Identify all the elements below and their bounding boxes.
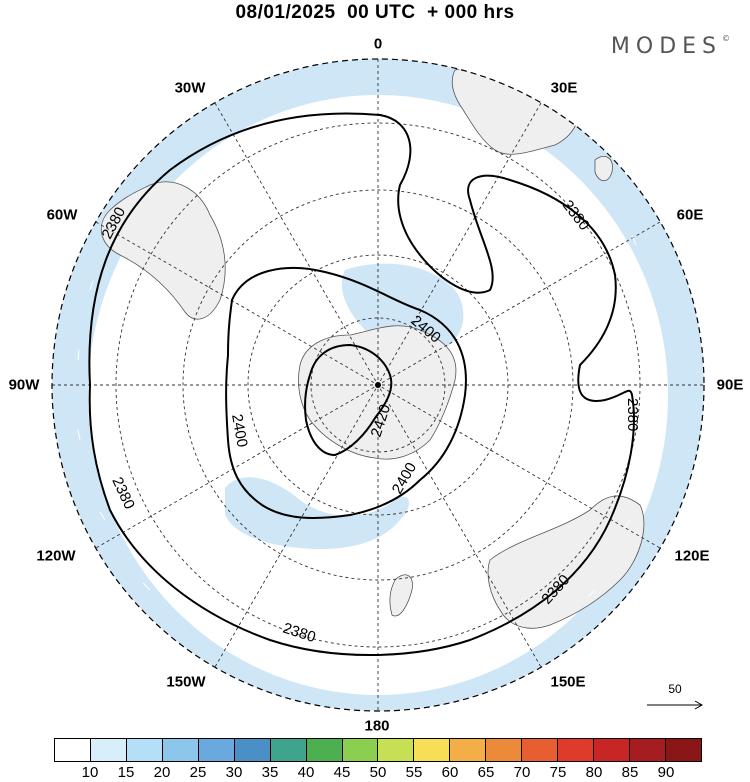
jet-patch-south bbox=[225, 477, 410, 550]
colorbar-label: 20 bbox=[153, 764, 171, 781]
colorbar-label: 50 bbox=[369, 764, 387, 781]
reference-arrow-icon bbox=[647, 700, 704, 710]
contour-label: 2380 bbox=[108, 475, 138, 512]
colorbar-cell bbox=[594, 739, 630, 761]
colorbar-cell bbox=[486, 739, 523, 761]
colorbar-label: 10 bbox=[81, 764, 99, 781]
south-pole-marker bbox=[375, 382, 381, 388]
colorbar-label: 60 bbox=[441, 764, 459, 781]
contour-2420 bbox=[304, 343, 393, 457]
colorbar bbox=[54, 738, 702, 762]
lon-label-120e: 120E bbox=[674, 547, 710, 565]
antarctica bbox=[298, 325, 457, 460]
lon-label-90e: 90E bbox=[716, 376, 744, 394]
colorbar-label: 80 bbox=[585, 764, 603, 781]
australia bbox=[487, 495, 645, 629]
colorbar-label: 35 bbox=[261, 764, 279, 781]
lon-label-60e: 60E bbox=[676, 206, 704, 224]
colorbar-label: 70 bbox=[513, 764, 531, 781]
colorbar-cell bbox=[378, 739, 415, 761]
lon-label-30e: 30E bbox=[550, 79, 578, 97]
lon-label-90w: 90W bbox=[8, 376, 40, 394]
lon-label-60w: 60W bbox=[46, 206, 78, 224]
colorbar-cell bbox=[198, 739, 235, 761]
contour-2380 bbox=[88, 112, 635, 656]
colorbar-label: 65 bbox=[477, 764, 495, 781]
colorbar-cell bbox=[55, 739, 91, 761]
new-zealand bbox=[389, 574, 413, 617]
wind-vectors bbox=[77, 234, 651, 686]
colorbar-cell bbox=[126, 739, 163, 761]
colorbar-label: 15 bbox=[117, 764, 135, 781]
lon-label-180: 180 bbox=[364, 717, 390, 735]
colorbar-cell bbox=[234, 739, 271, 761]
south-america bbox=[101, 181, 226, 320]
reference-vector-value: 50 bbox=[668, 682, 682, 696]
colorbar-cell bbox=[630, 739, 666, 761]
colorbar-label: 25 bbox=[189, 764, 207, 781]
colorbar-cell bbox=[342, 739, 379, 761]
reference-vector: 50 bbox=[645, 682, 705, 712]
colorbar-cell bbox=[558, 739, 595, 761]
contour-label: 2380 bbox=[281, 620, 318, 646]
lon-label-30w: 30W bbox=[174, 79, 206, 97]
colorbar-label: 40 bbox=[297, 764, 315, 781]
lon-label-150e: 150E bbox=[550, 673, 586, 691]
colorbar-cell bbox=[665, 739, 701, 761]
lon-label-150w: 150W bbox=[166, 673, 206, 691]
colorbar-label: 90 bbox=[657, 764, 675, 781]
contour-label: 2400 bbox=[389, 460, 420, 497]
colorbar-cell bbox=[90, 739, 127, 761]
contour-label: 2380 bbox=[624, 398, 641, 431]
colorbar-cell bbox=[306, 739, 343, 761]
polar-map: 2380 2380 2380 2380 2380 2380 2400 2400 … bbox=[51, 58, 705, 712]
colorbar-label: 55 bbox=[405, 764, 423, 781]
colorbar-label: 85 bbox=[621, 764, 639, 781]
madagascar bbox=[594, 156, 613, 182]
map-border bbox=[51, 58, 705, 712]
contour-label: 2400 bbox=[228, 413, 251, 449]
height-contours bbox=[88, 112, 635, 656]
colorbar-cell bbox=[270, 739, 307, 761]
colorbar-cell bbox=[414, 739, 451, 761]
colorbar-cell bbox=[450, 739, 487, 761]
contour-2400 bbox=[225, 266, 467, 519]
brand-logo: MODES© bbox=[610, 34, 730, 59]
colorbar-label: 45 bbox=[333, 764, 351, 781]
lon-label-0: 0 bbox=[373, 35, 383, 53]
colorbar-labels: 10 15 20 25 30 35 40 45 50 55 60 65 70 75 80 85 90 bbox=[54, 764, 702, 782]
colorbar-label: 30 bbox=[225, 764, 243, 781]
colorbar-cell bbox=[162, 739, 199, 761]
colorbar-label: 75 bbox=[549, 764, 567, 781]
lon-label-120w: 120W bbox=[36, 547, 76, 565]
colorbar-cell bbox=[522, 739, 559, 761]
map-title: 08/01/2025 00 UTC + 000 hrs bbox=[235, 2, 515, 23]
